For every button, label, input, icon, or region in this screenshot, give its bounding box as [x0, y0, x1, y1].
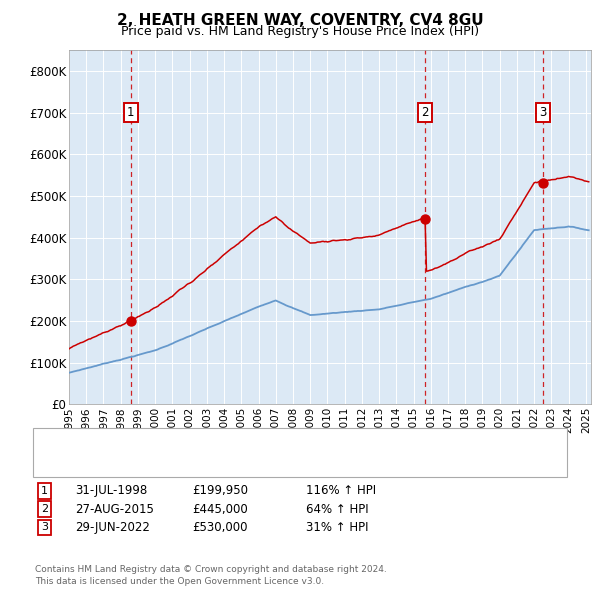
Text: 3: 3	[539, 106, 546, 119]
Text: 1: 1	[127, 106, 134, 119]
Text: 31-JUL-1998: 31-JUL-1998	[75, 484, 147, 497]
Text: 2, HEATH GREEN WAY, COVENTRY, CV4 8GU: 2, HEATH GREEN WAY, COVENTRY, CV4 8GU	[116, 13, 484, 28]
Text: 29-JUN-2022: 29-JUN-2022	[75, 521, 150, 534]
Text: Price paid vs. HM Land Registry's House Price Index (HPI): Price paid vs. HM Land Registry's House …	[121, 25, 479, 38]
Text: £445,000: £445,000	[192, 503, 248, 516]
Text: 3: 3	[41, 523, 48, 532]
Text: £530,000: £530,000	[192, 521, 248, 534]
Text: HPI: Average price, detached house, Coventry: HPI: Average price, detached house, Cove…	[84, 453, 336, 462]
Text: 116% ↑ HPI: 116% ↑ HPI	[306, 484, 376, 497]
Text: 64% ↑ HPI: 64% ↑ HPI	[306, 503, 368, 516]
Text: 2, HEATH GREEN WAY, COVENTRY, CV4 8GU (detached house): 2, HEATH GREEN WAY, COVENTRY, CV4 8GU (d…	[84, 437, 424, 446]
Text: £199,950: £199,950	[192, 484, 248, 497]
Text: 27-AUG-2015: 27-AUG-2015	[75, 503, 154, 516]
Text: 1: 1	[41, 486, 48, 496]
Text: 2: 2	[41, 504, 48, 514]
Text: 2: 2	[421, 106, 428, 119]
Text: 31% ↑ HPI: 31% ↑ HPI	[306, 521, 368, 534]
Text: Contains HM Land Registry data © Crown copyright and database right 2024.
This d: Contains HM Land Registry data © Crown c…	[35, 565, 386, 586]
